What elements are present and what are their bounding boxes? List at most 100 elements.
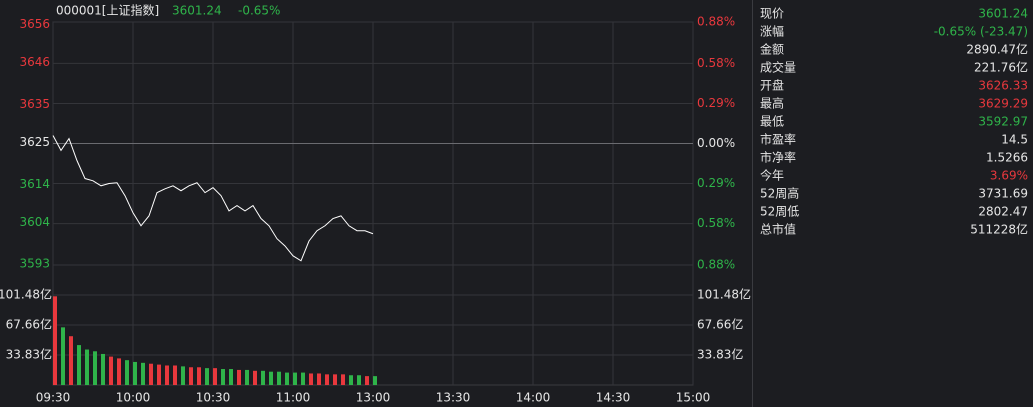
quote-label: 市盈率 <box>760 132 796 147</box>
quote-label: 52周低 <box>760 205 799 219</box>
y-tick-label: 3614 <box>19 177 50 191</box>
quote-label: 现价 <box>760 7 784 21</box>
volume-bar <box>205 368 209 385</box>
volume-bar <box>141 362 145 385</box>
volume-bar <box>165 365 169 385</box>
volume-bar <box>317 373 321 385</box>
volume-bar <box>269 371 273 385</box>
volume-bar <box>301 372 305 385</box>
quote-value: 3629.29 <box>978 97 1028 111</box>
volume-bar <box>101 353 105 385</box>
quote-label: 52周高 <box>760 186 799 201</box>
y2-tick-label: 0.58% <box>697 56 735 70</box>
y2-tick-label: 0.88% <box>697 15 735 29</box>
volume-bar <box>229 369 233 385</box>
panel-divider <box>752 0 753 407</box>
x-tick-label: 15:00 <box>676 391 711 405</box>
y-tick-label: 3656 <box>19 17 50 31</box>
volume-tick-label: 33.83亿 <box>6 346 52 361</box>
x-tick-label: 11:00 <box>276 391 311 405</box>
volume-bar <box>357 375 361 385</box>
volume-bar <box>373 376 377 385</box>
quote-value: 2802.47 <box>978 205 1028 219</box>
quote-label: 金额 <box>760 42 784 57</box>
x-tick-label: 14:30 <box>596 391 631 405</box>
volume-bar <box>277 371 281 385</box>
quote-value: 2890.47亿 <box>966 42 1028 57</box>
volume-bar <box>213 368 217 385</box>
quote-value: 1.5266 <box>986 151 1028 165</box>
x-tick-label: 09:30 <box>36 391 71 405</box>
volume-bar <box>77 345 81 385</box>
volume-bar <box>189 367 193 385</box>
volume-bar <box>173 365 177 385</box>
volume-bar <box>197 367 201 385</box>
volume-bar <box>253 370 257 385</box>
volume-bar <box>149 363 153 385</box>
volume-bar <box>157 364 161 385</box>
quote-label: 最高 <box>760 96 784 111</box>
y2-tick-label: 0.58% <box>697 216 735 230</box>
x-tick-label: 13:00 <box>356 391 391 405</box>
volume-bar <box>293 372 297 385</box>
x-tick-label: 10:30 <box>196 391 231 405</box>
volume-tick-label: 67.66亿 <box>6 316 52 331</box>
y2-tick-label: 0.88% <box>697 258 735 272</box>
header-price: 3601.24 <box>172 4 222 18</box>
price-line <box>52 135 374 262</box>
y-tick-label: 3635 <box>19 97 50 111</box>
volume-bar <box>133 361 137 385</box>
y2-tick-label: 0.29% <box>697 96 735 110</box>
volume-tick-label: 67.66亿 <box>697 316 743 331</box>
volume-bar <box>181 366 185 385</box>
volume-bar <box>53 296 57 385</box>
header-change: -0.65% <box>238 4 280 18</box>
volume-bar <box>309 373 313 385</box>
volume-bar <box>285 372 289 385</box>
quote-label: 开盘 <box>760 78 784 93</box>
volume-tick-label: 101.48亿 <box>697 286 751 301</box>
volume-bar <box>349 375 353 385</box>
quote-value: 3.69% <box>990 169 1028 183</box>
volume-tick-label: 101.48亿 <box>0 286 52 301</box>
volume-bar <box>333 374 337 385</box>
volume-bar <box>325 374 329 385</box>
quote-value: 3731.69 <box>978 187 1028 201</box>
quote-value: 3601.24 <box>978 7 1028 21</box>
y-tick-label: 3604 <box>19 215 50 229</box>
quote-label: 成交量 <box>760 60 796 75</box>
quote-label: 今年 <box>760 168 784 183</box>
chart-title: 000001[上证指数] <box>56 3 159 18</box>
x-tick-label: 13:30 <box>436 391 471 405</box>
volume-bar <box>221 369 225 385</box>
quote-label: 总市值 <box>760 222 796 237</box>
volume-bar <box>245 369 249 385</box>
volume-bar <box>109 356 113 385</box>
volume-bar <box>85 349 89 385</box>
y-tick-label: 3625 <box>19 135 50 149</box>
quote-value: -0.65% (-23.47) <box>934 25 1028 39</box>
quote-label: 最低 <box>760 115 784 129</box>
quote-label: 涨幅 <box>760 24 784 39</box>
volume-bar <box>237 369 241 385</box>
y2-tick-label: 0.00% <box>697 136 735 150</box>
quote-label: 市净率 <box>760 150 796 165</box>
quote-value: 14.5 <box>1001 133 1028 147</box>
y2-tick-label: 0.29% <box>697 176 735 190</box>
volume-bar <box>125 360 129 385</box>
y-tick-label: 3593 <box>19 257 50 271</box>
volume-bar <box>365 376 369 385</box>
volume-bar <box>341 374 345 385</box>
quote-value: 3626.33 <box>978 79 1028 93</box>
quote-value: 3592.97 <box>978 115 1028 129</box>
y-tick-label: 3646 <box>19 55 50 69</box>
volume-bar <box>261 370 265 385</box>
volume-bar <box>69 336 73 385</box>
volume-bar <box>93 351 97 385</box>
volume-bar <box>117 358 121 385</box>
x-tick-label: 10:00 <box>116 391 151 405</box>
quote-value: 511228亿 <box>970 222 1028 237</box>
x-tick-label: 14:00 <box>516 391 551 405</box>
